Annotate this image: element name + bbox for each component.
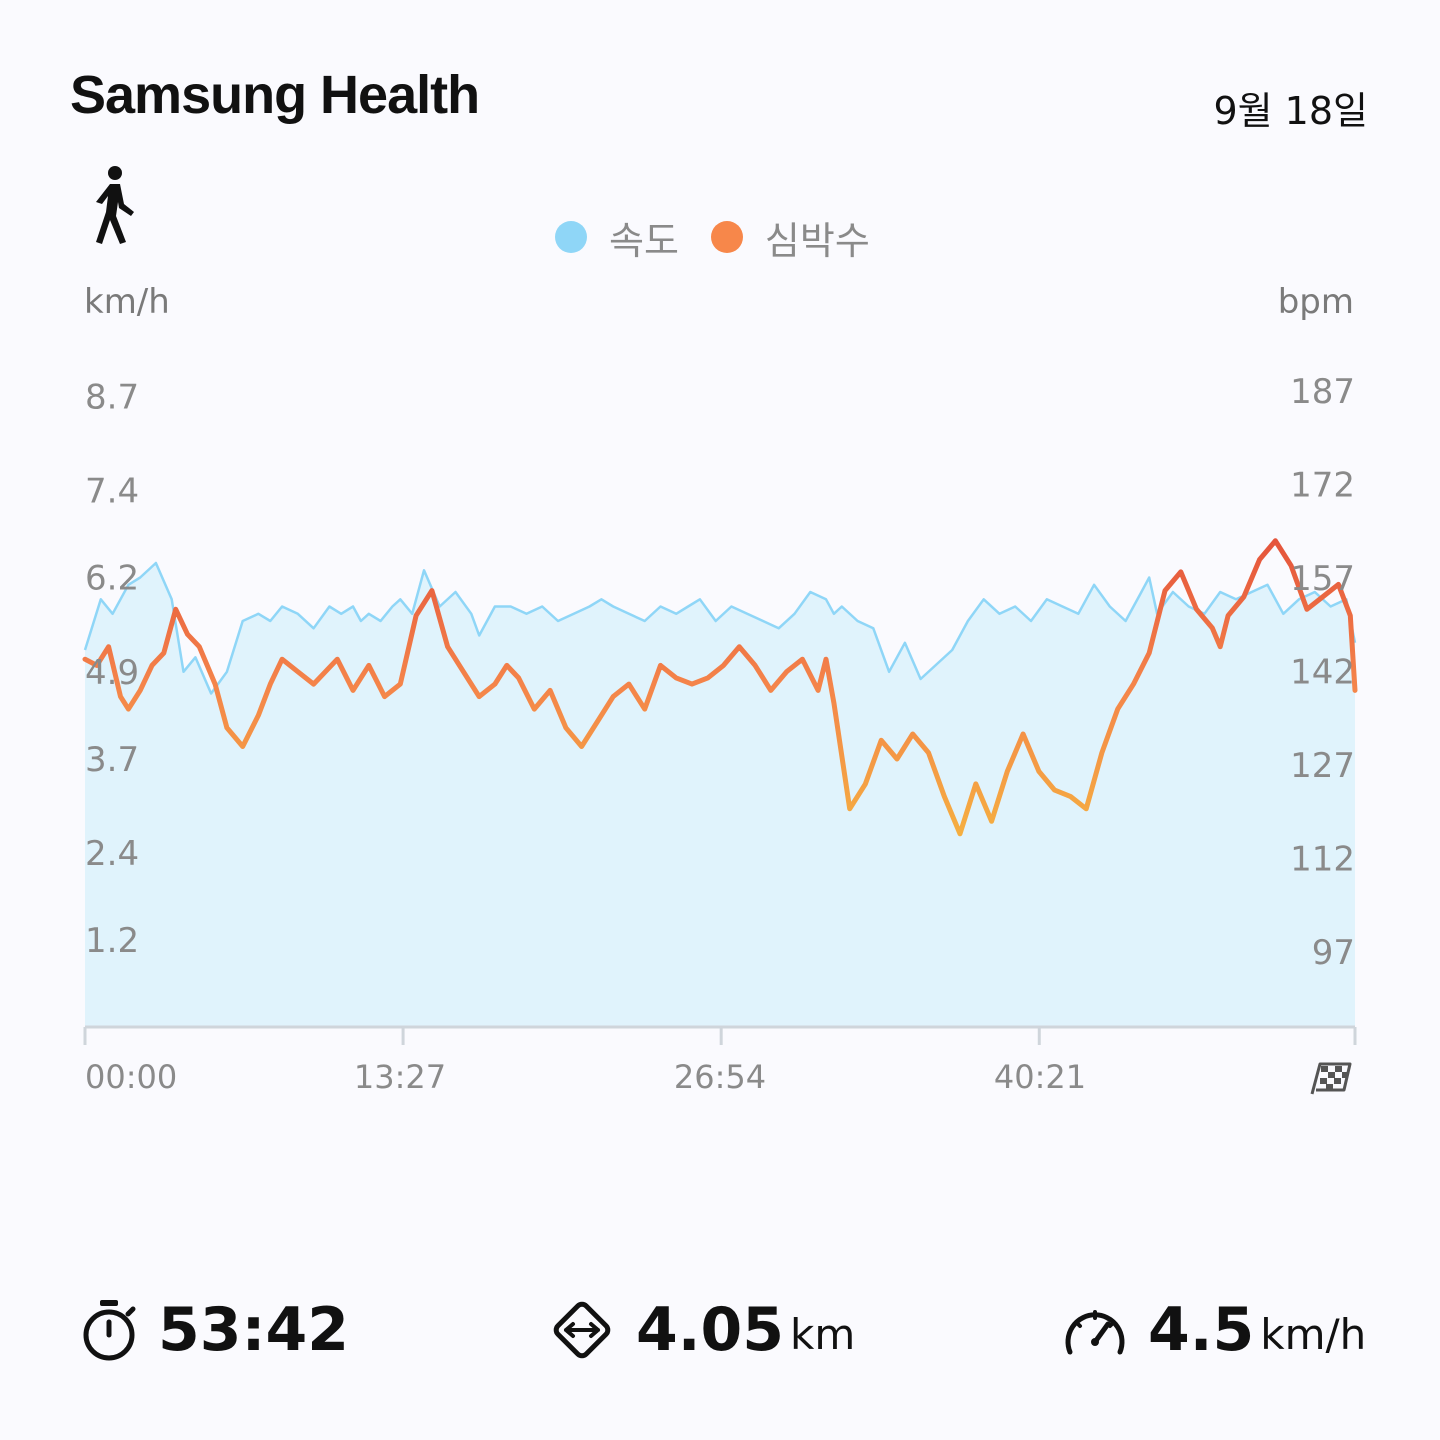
left-tick-labels: 8.7 7.4 6.2 4.9 3.7 2.4 1.2: [85, 377, 139, 961]
legend-item-heart-rate: 심박수: [710, 210, 870, 265]
x-tick-labels: 00:00 13:27 26:54 40:21: [85, 1058, 1086, 1096]
distance-value: 4.05: [636, 1295, 785, 1365]
left-tick-label: 2.4: [85, 834, 139, 874]
right-tick-label: 127: [1290, 746, 1355, 786]
left-axis-unit: km/h: [84, 282, 170, 322]
right-tick-label: 112: [1290, 840, 1355, 880]
right-tick-label: 172: [1290, 466, 1355, 506]
walk-icon: [96, 166, 134, 244]
stopwatch-icon: [83, 1300, 136, 1361]
heart-rate-line-layer: [82, 538, 1358, 837]
legend-item-speed: 속도: [555, 210, 679, 265]
speed-line: [83, 561, 1357, 695]
app-title: Samsung Health: [70, 65, 480, 125]
duration-stat: 53:42: [80, 1290, 349, 1370]
left-tick-label: 3.7: [85, 740, 139, 780]
legend-dot-speed: [555, 221, 587, 253]
right-tick-labels: 187 172 157 142 127 112 97: [1290, 372, 1355, 973]
x-tick-label: 40:21: [994, 1058, 1086, 1096]
avg-speed-unit: km/h: [1260, 1309, 1367, 1359]
duration-value: 53:42: [158, 1295, 349, 1365]
legend-label-speed: 속도: [609, 218, 679, 263]
x-tick-label: 13:27: [354, 1058, 446, 1096]
speed-area-fill: [85, 563, 1355, 1027]
legend-dot-heart-rate: [710, 221, 743, 253]
distance-stat: 4.05 km: [548, 1290, 855, 1370]
speedometer-icon: [1065, 1310, 1125, 1355]
avg-speed-value: 4.5: [1148, 1295, 1255, 1365]
distance-icon: [553, 1301, 611, 1359]
x-tick-label: 26:54: [674, 1058, 766, 1096]
axis-layer: [83, 1025, 1357, 1045]
left-tick-label: 1.2: [85, 921, 139, 961]
right-tick-label: 157: [1290, 559, 1355, 599]
workout-summary: 53:42 4.05 km 4.5 km/h: [0, 1290, 1440, 1370]
heart-rate-line: [82, 538, 1358, 837]
right-tick-label: 187: [1290, 372, 1355, 412]
workout-date: 9월 18일: [1213, 89, 1368, 133]
distance-unit: km: [790, 1309, 856, 1359]
right-tick-label: 142: [1290, 653, 1355, 693]
left-tick-label: 7.4: [85, 472, 139, 512]
chart-legend: 속도 심박수: [555, 210, 902, 265]
right-axis-unit: bpm: [1277, 282, 1354, 322]
speed-heart-rate-chart: 8.7 7.4 6.2 4.9 3.7 2.4 1.2 187 172 157 142 127 112…: [82, 372, 1358, 1096]
speed-area-layer: [83, 561, 1357, 1027]
left-tick-label: 8.7: [85, 377, 139, 417]
x-tick-label: 00:00: [85, 1058, 177, 1096]
left-tick-label: 4.9: [85, 653, 139, 693]
left-tick-label: 6.2: [85, 559, 139, 599]
right-tick-label: 97: [1312, 933, 1355, 973]
checkered-flag-icon: [1310, 1062, 1352, 1095]
avg-speed-stat: 4.5 km/h: [1062, 1290, 1366, 1370]
legend-label-heart-rate: 심박수: [764, 218, 870, 263]
